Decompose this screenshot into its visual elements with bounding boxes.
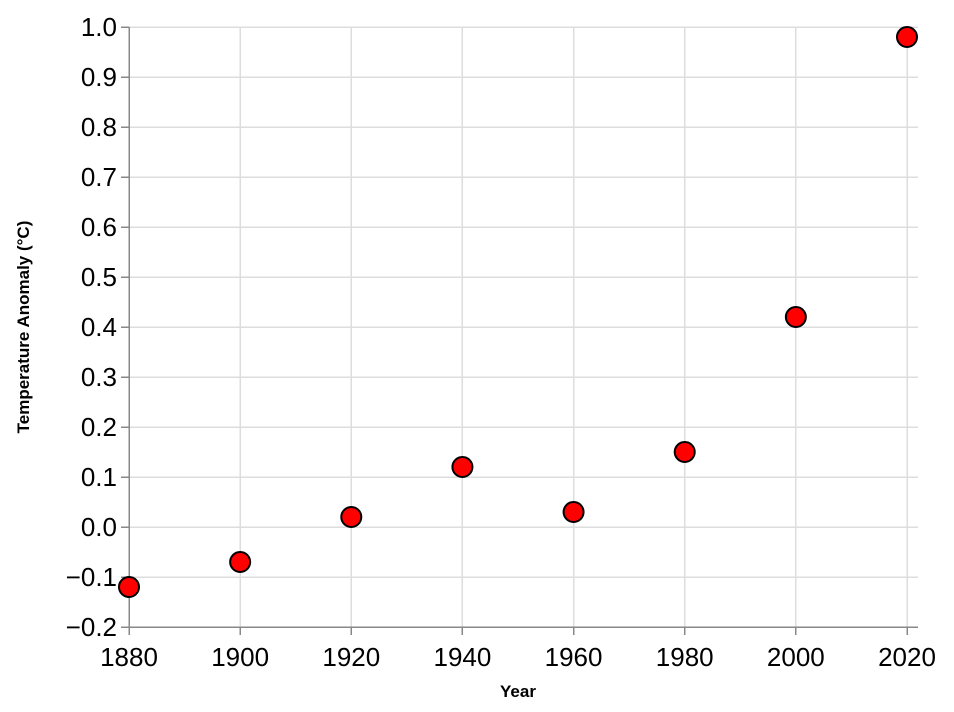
y-tick-label: 0.7 xyxy=(81,162,117,192)
x-tick-label: 2000 xyxy=(767,642,825,672)
data-point xyxy=(784,306,807,328)
y-tick-label: 0.3 xyxy=(81,362,117,392)
y-tick-label: 0.4 xyxy=(81,312,117,342)
data-point xyxy=(562,501,585,523)
y-tick-label: −0.1 xyxy=(66,562,117,592)
x-tick-label: 1880 xyxy=(100,642,158,672)
x-tick-label: 1920 xyxy=(322,642,380,672)
data-points xyxy=(118,26,918,598)
tick-labels: −0.2 −0.1 0.0 0.1 0.2 0.3 0.4 0.5 0.6 0.7 0.8 0.9 1.… xyxy=(66,12,936,672)
x-tick-label: 2020 xyxy=(878,642,936,672)
y-axis-title: Temperature Anomaly (°C) xyxy=(14,221,33,434)
data-point xyxy=(118,576,140,598)
y-tick-label: 0.8 xyxy=(81,112,117,142)
y-tick-label: 1.0 xyxy=(81,12,117,42)
x-tick-label: 1980 xyxy=(656,642,714,672)
y-tick-label: 0.1 xyxy=(81,462,117,492)
y-tick-label: 0.0 xyxy=(81,512,117,542)
y-tick-label: 0.6 xyxy=(81,212,117,242)
data-point xyxy=(896,26,918,48)
y-tick-label: −0.2 xyxy=(66,612,117,642)
y-tick-label: 0.2 xyxy=(81,412,117,442)
data-point xyxy=(229,551,252,573)
y-tick-label: 0.9 xyxy=(81,62,117,92)
data-point xyxy=(673,441,696,463)
x-tick-label: 1900 xyxy=(211,642,269,672)
x-tick-label: 1960 xyxy=(545,642,603,672)
x-axis-title: Year xyxy=(500,682,536,701)
data-point xyxy=(451,456,474,478)
data-point xyxy=(340,506,363,528)
x-tick-label: 1940 xyxy=(434,642,492,672)
y-tick-label: 0.5 xyxy=(81,262,117,292)
